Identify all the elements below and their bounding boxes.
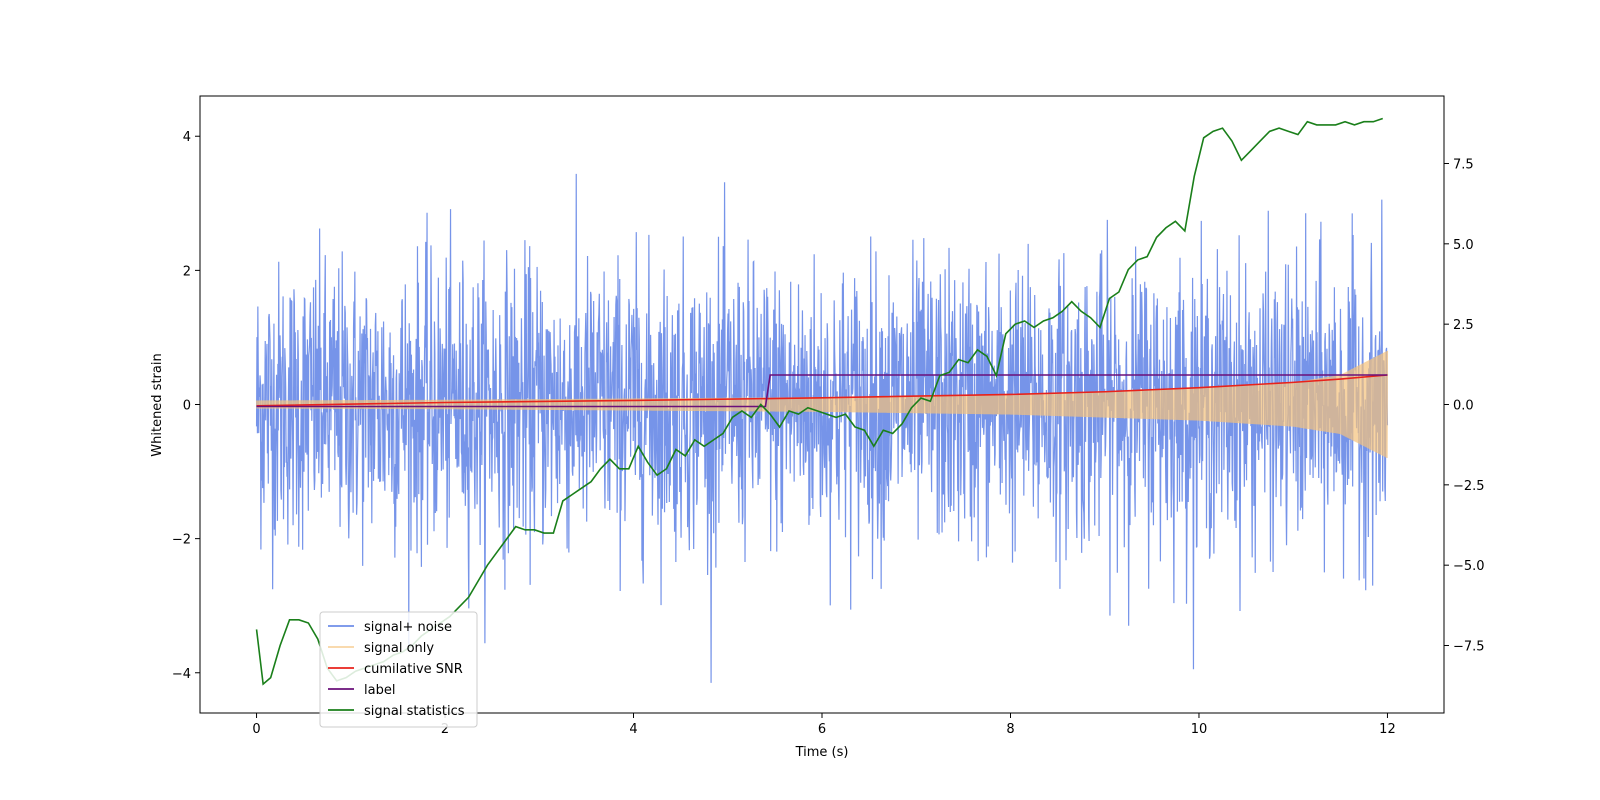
y-axis-right: −7.5 −5.0 −2.5 0.0 2.5 5.0 7.5 — [1444, 157, 1485, 655]
legend-label: signal+ noise — [364, 620, 452, 635]
plot-area — [255, 117, 1389, 686]
legend-entry: signal+ noise — [328, 620, 452, 635]
legend-entry: cumilative SNR — [328, 662, 463, 677]
y2-tick-label: 2.5 — [1453, 318, 1474, 333]
y2-tick-label: 5.0 — [1453, 238, 1474, 253]
y2-tick-label: −5.0 — [1453, 559, 1485, 574]
y2-tick-label: −2.5 — [1453, 479, 1485, 494]
series-label — [256, 374, 1388, 408]
legend-label: signal statistics — [364, 704, 465, 719]
y-axis-label: Whitened strain — [150, 353, 165, 456]
x-tick-label: 8 — [1006, 722, 1014, 737]
x-tick-label: 10 — [1191, 722, 1208, 737]
series-cumulative-snr — [256, 374, 1388, 407]
x-tick-label: 0 — [252, 722, 260, 737]
y-tick-label: 0 — [183, 399, 191, 414]
y-tick-label: −4 — [172, 667, 191, 682]
legend-label: cumilative SNR — [364, 662, 463, 677]
legend-label: signal only — [364, 641, 434, 656]
legend-label: label — [364, 683, 395, 698]
x-tick-label: 2 — [441, 722, 449, 737]
y-tick-label: 2 — [183, 264, 191, 279]
legend: signal+ noise signal only cumilative SNR la… — [319, 611, 478, 728]
legend-entry: label — [328, 683, 395, 698]
y2-tick-label: 0.0 — [1453, 399, 1474, 414]
y-tick-label: 4 — [183, 130, 191, 145]
legend-entry: signal statistics — [328, 704, 465, 719]
y-tick-label: −2 — [172, 533, 191, 548]
y-axis-left: −4 −2 0 2 4 — [172, 130, 200, 682]
series-signal-noise — [255, 173, 1389, 683]
x-tick-label: 12 — [1379, 722, 1396, 737]
x-tick-label: 4 — [629, 722, 637, 737]
y2-tick-label: 7.5 — [1453, 157, 1474, 172]
x-axis-label: Time (s) — [795, 745, 849, 760]
x-tick-label: 6 — [818, 722, 826, 737]
legend-box — [319, 611, 478, 728]
legend-entry: signal only — [328, 641, 434, 656]
y2-tick-label: −7.5 — [1453, 640, 1485, 655]
